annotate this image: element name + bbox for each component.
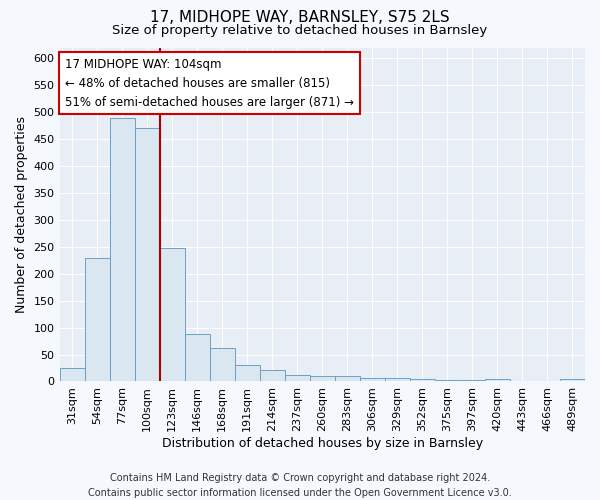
Bar xyxy=(435,380,460,382)
Bar xyxy=(260,370,285,382)
Text: 17, MIDHOPE WAY, BARNSLEY, S75 2LS: 17, MIDHOPE WAY, BARNSLEY, S75 2LS xyxy=(150,10,450,25)
Bar xyxy=(185,334,209,382)
Bar xyxy=(335,376,360,382)
Text: Size of property relative to detached houses in Barnsley: Size of property relative to detached ho… xyxy=(112,24,488,37)
Bar xyxy=(59,368,85,382)
Bar xyxy=(360,378,385,382)
Bar xyxy=(560,379,585,382)
Bar xyxy=(235,366,260,382)
Y-axis label: Number of detached properties: Number of detached properties xyxy=(15,116,28,313)
Bar xyxy=(385,378,410,382)
Bar xyxy=(485,379,510,382)
Text: 17 MIDHOPE WAY: 104sqm
← 48% of detached houses are smaller (815)
51% of semi-de: 17 MIDHOPE WAY: 104sqm ← 48% of detached… xyxy=(65,58,354,108)
X-axis label: Distribution of detached houses by size in Barnsley: Distribution of detached houses by size … xyxy=(162,437,483,450)
Bar xyxy=(310,376,335,382)
Bar xyxy=(410,379,435,382)
Text: Contains HM Land Registry data © Crown copyright and database right 2024.
Contai: Contains HM Land Registry data © Crown c… xyxy=(88,472,512,498)
Bar xyxy=(460,380,485,382)
Bar xyxy=(160,248,185,382)
Bar xyxy=(85,258,110,382)
Bar xyxy=(209,348,235,382)
Bar xyxy=(285,375,310,382)
Bar xyxy=(134,128,160,382)
Bar xyxy=(110,118,134,382)
